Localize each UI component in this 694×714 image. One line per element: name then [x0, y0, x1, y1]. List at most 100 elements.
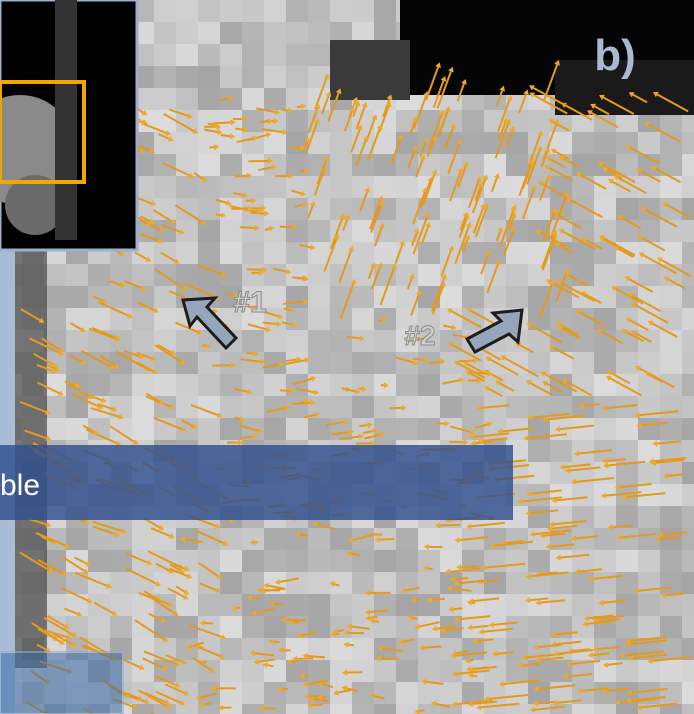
pixel	[462, 264, 484, 286]
pixel	[176, 0, 198, 22]
pixel	[506, 396, 528, 418]
pixel	[132, 330, 154, 352]
pixel	[440, 286, 462, 308]
pixel	[506, 616, 528, 638]
vector	[251, 213, 264, 214]
pixel	[352, 0, 374, 22]
pixel	[308, 616, 330, 638]
pixel	[528, 352, 550, 374]
pixel	[352, 330, 374, 352]
pixel	[374, 550, 396, 572]
pixel	[682, 594, 694, 616]
pixel	[374, 176, 396, 198]
pixel	[154, 132, 176, 154]
pixel	[462, 286, 484, 308]
pixel	[440, 396, 462, 418]
pixel	[374, 594, 396, 616]
pixel	[286, 594, 308, 616]
pixel	[396, 264, 418, 286]
pixel	[330, 352, 352, 374]
pixel	[484, 132, 506, 154]
pixel	[352, 352, 374, 374]
pixel	[594, 682, 616, 704]
pixel	[660, 286, 682, 308]
pixel	[396, 418, 418, 440]
pixel	[154, 374, 176, 396]
vector	[470, 660, 473, 661]
pixel	[418, 242, 440, 264]
pixel	[198, 22, 220, 44]
pixel	[462, 594, 484, 616]
pixel	[330, 396, 352, 418]
pixel	[286, 132, 308, 154]
pixel	[418, 374, 440, 396]
vector	[312, 704, 323, 705]
pixel	[198, 176, 220, 198]
pixel	[396, 154, 418, 176]
pixel	[418, 264, 440, 286]
vector	[286, 360, 297, 361]
pixel	[418, 682, 440, 704]
pixel	[198, 242, 220, 264]
pixel	[374, 572, 396, 594]
pixel	[528, 550, 550, 572]
vector	[235, 128, 243, 129]
pixel	[352, 286, 374, 308]
pixel	[198, 88, 220, 110]
pixel	[682, 374, 694, 396]
pixel	[264, 264, 286, 286]
vector	[473, 676, 477, 677]
pixel	[594, 528, 616, 550]
pixel	[374, 418, 396, 440]
vector	[455, 578, 468, 579]
pixel	[198, 132, 220, 154]
pixel	[506, 374, 528, 396]
marker-label: #2	[404, 320, 435, 351]
pixel	[682, 286, 694, 308]
pixel	[286, 418, 308, 440]
pixel	[264, 66, 286, 88]
pixel	[616, 506, 638, 528]
vector	[359, 388, 362, 389]
pixel	[462, 132, 484, 154]
pixel	[66, 418, 88, 440]
vector	[282, 689, 288, 690]
pixel	[682, 154, 694, 176]
pixel	[198, 594, 220, 616]
pixel	[110, 572, 132, 594]
pixel	[352, 572, 374, 594]
pixel	[308, 550, 330, 572]
pixel	[66, 286, 88, 308]
pixel	[154, 88, 176, 110]
pixel	[550, 594, 572, 616]
pixel	[528, 264, 550, 286]
pixel	[220, 660, 242, 682]
pixel	[176, 330, 198, 352]
pixel	[638, 550, 660, 572]
pixel	[286, 22, 308, 44]
pixel	[682, 220, 694, 242]
pixel	[198, 374, 220, 396]
pixel	[308, 132, 330, 154]
pixel	[286, 66, 308, 88]
pixel	[330, 638, 352, 660]
pixel	[506, 286, 528, 308]
pixel	[638, 264, 660, 286]
pixel	[308, 330, 330, 352]
pixel	[132, 660, 154, 682]
pixel	[242, 88, 264, 110]
pixel	[418, 660, 440, 682]
pixel	[132, 374, 154, 396]
pixel	[220, 572, 242, 594]
pixel	[374, 704, 396, 714]
pixel	[550, 484, 572, 506]
pixel	[352, 242, 374, 264]
vector	[291, 661, 297, 662]
pixel	[264, 286, 286, 308]
pixel	[132, 308, 154, 330]
pixel	[44, 264, 66, 286]
pixel	[264, 418, 286, 440]
pixel	[550, 374, 572, 396]
pixel	[506, 132, 528, 154]
vector	[199, 647, 203, 648]
